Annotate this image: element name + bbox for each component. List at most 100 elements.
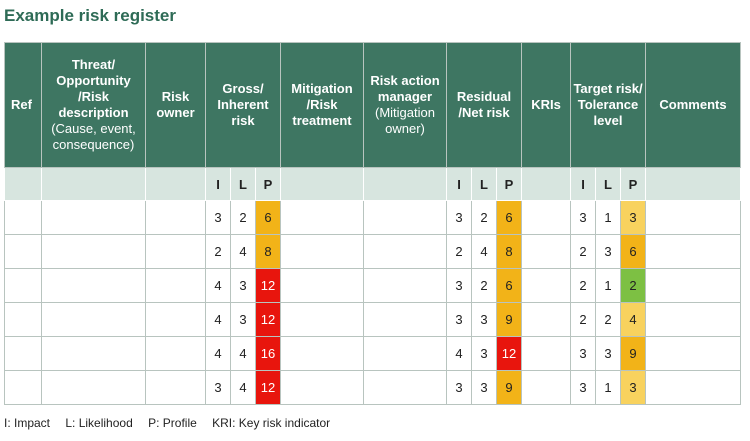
target-likelihood-cell: 3 [595, 336, 621, 371]
risk-register-table: Ref Threat/ Opportunity /Risk descriptio… [4, 42, 741, 405]
ref-cell [4, 336, 42, 371]
legend-kri: KRI: Key risk indicator [212, 416, 331, 430]
subheader-empty [41, 167, 146, 201]
target-profile-cell: 3 [620, 370, 646, 405]
table-row: 4 3 12 3 3 9 2 2 4 [4, 302, 741, 337]
target-profile-cell: 6 [620, 234, 646, 269]
gross-impact-cell: 4 [205, 268, 231, 303]
table-row: 2 4 8 2 4 8 2 3 6 [4, 234, 741, 269]
gross-profile-cell: 6 [255, 200, 281, 235]
mitigation-cell [280, 370, 364, 405]
gross-profile-cell: 8 [255, 234, 281, 269]
target-impact-cell: 2 [570, 268, 596, 303]
legend: I: Impact L: Likelihood P: Profile KRI: … [4, 416, 342, 430]
description-cell [41, 200, 146, 235]
owner-cell [145, 336, 206, 371]
header-kris: KRIs [521, 42, 571, 168]
gross-likelihood-cell: 3 [230, 302, 256, 337]
table-row: 3 2 6 3 2 6 3 1 3 [4, 200, 741, 235]
header-threat-note: (Cause, event, consequence) [51, 121, 136, 152]
subheader-likelihood: L [230, 167, 256, 201]
residual-likelihood-cell: 3 [471, 370, 497, 405]
subheader-likelihood: L [595, 167, 621, 201]
subheader-profile: P [620, 167, 646, 201]
subheader-empty [4, 167, 42, 201]
residual-profile-cell: 6 [496, 200, 522, 235]
residual-likelihood-cell: 2 [471, 200, 497, 235]
gross-profile-cell: 12 [255, 370, 281, 405]
owner-cell [145, 370, 206, 405]
target-impact-cell: 3 [570, 200, 596, 235]
description-cell [41, 302, 146, 337]
description-cell [41, 234, 146, 269]
gross-profile-cell: 12 [255, 268, 281, 303]
comments-cell [645, 336, 741, 371]
residual-impact-cell: 3 [446, 268, 472, 303]
residual-profile-cell: 12 [496, 336, 522, 371]
header-residual: Residual /Net risk [446, 42, 522, 168]
subheader-impact: I [205, 167, 231, 201]
kri-cell [521, 234, 571, 269]
target-impact-cell: 3 [570, 336, 596, 371]
manager-cell [363, 336, 447, 371]
manager-cell [363, 268, 447, 303]
target-likelihood-cell: 2 [595, 302, 621, 337]
subheader-empty [280, 167, 364, 201]
description-cell [41, 370, 146, 405]
gross-impact-cell: 3 [205, 370, 231, 405]
residual-likelihood-cell: 4 [471, 234, 497, 269]
kri-cell [521, 268, 571, 303]
residual-impact-cell: 3 [446, 302, 472, 337]
target-impact-cell: 2 [570, 302, 596, 337]
residual-likelihood-cell: 2 [471, 268, 497, 303]
residual-profile-cell: 6 [496, 268, 522, 303]
gross-likelihood-cell: 3 [230, 268, 256, 303]
comments-cell [645, 234, 741, 269]
residual-profile-cell: 9 [496, 302, 522, 337]
target-impact-cell: 2 [570, 234, 596, 269]
residual-impact-cell: 2 [446, 234, 472, 269]
gross-likelihood-cell: 4 [230, 336, 256, 371]
manager-cell [363, 234, 447, 269]
target-likelihood-cell: 1 [595, 200, 621, 235]
legend-profile: P: Profile [148, 416, 197, 430]
comments-cell [645, 370, 741, 405]
header-manager-note: (Mitigation owner) [375, 105, 435, 136]
kri-cell [521, 200, 571, 235]
gross-likelihood-cell: 4 [230, 370, 256, 405]
owner-cell [145, 268, 206, 303]
ref-cell [4, 200, 42, 235]
manager-cell [363, 302, 447, 337]
target-profile-cell: 9 [620, 336, 646, 371]
ref-cell [4, 268, 42, 303]
gross-impact-cell: 4 [205, 302, 231, 337]
header-ref: Ref [4, 42, 42, 168]
gross-likelihood-cell: 4 [230, 234, 256, 269]
header-manager: Risk action manager (Mitigation owner) [363, 42, 447, 168]
mitigation-cell [280, 200, 364, 235]
comments-cell [645, 268, 741, 303]
target-likelihood-cell: 3 [595, 234, 621, 269]
manager-cell [363, 370, 447, 405]
subheader-empty [521, 167, 571, 201]
subheader-empty [363, 167, 447, 201]
residual-profile-cell: 8 [496, 234, 522, 269]
target-profile-cell: 3 [620, 200, 646, 235]
subheader-profile: P [255, 167, 281, 201]
description-cell [41, 336, 146, 371]
header-threat-title: Threat/ Opportunity /Risk description [56, 57, 131, 120]
header-mitigation: Mitigation /Risk treatment [280, 42, 364, 168]
comments-cell [645, 302, 741, 337]
mitigation-cell [280, 336, 364, 371]
gross-profile-cell: 16 [255, 336, 281, 371]
subheader-empty [645, 167, 741, 201]
mitigation-cell [280, 302, 364, 337]
table-row: 4 3 12 3 2 6 2 1 2 [4, 268, 741, 303]
target-impact-cell: 3 [570, 370, 596, 405]
gross-profile-cell: 12 [255, 302, 281, 337]
table-row: 3 4 12 3 3 9 3 1 3 [4, 370, 741, 405]
residual-impact-cell: 3 [446, 200, 472, 235]
table-row: 4 4 16 4 3 12 3 3 9 [4, 336, 741, 371]
owner-cell [145, 234, 206, 269]
gross-impact-cell: 3 [205, 200, 231, 235]
